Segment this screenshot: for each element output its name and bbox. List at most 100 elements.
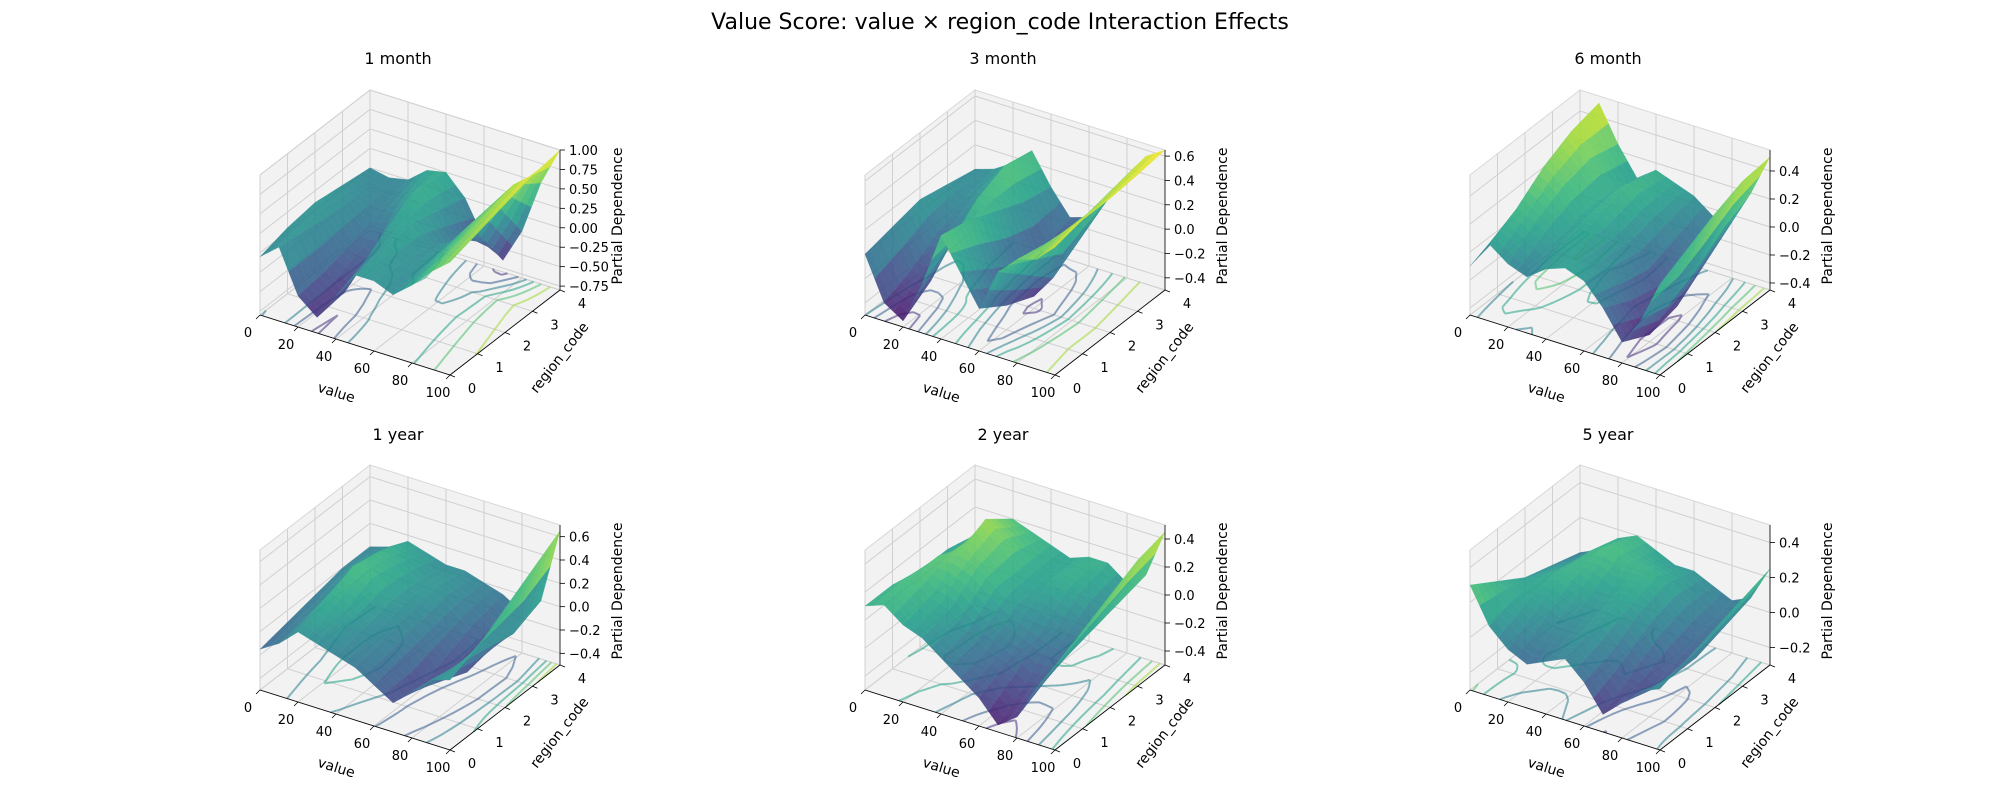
x-tick-label: 60	[354, 737, 371, 752]
subplot-title: 2 year	[978, 425, 1029, 444]
subplot-title: 1 month	[364, 49, 431, 68]
surface	[1469, 535, 1771, 715]
y-tick	[1109, 707, 1116, 710]
x-tick-label: 20	[1488, 713, 1505, 728]
subplot-0: 1 month 0 20 40 60 80 100 value 0 1 2 3 4 region_code…	[244, 49, 626, 406]
y-tick	[504, 332, 511, 335]
y-tick	[559, 289, 566, 293]
contour-line	[1585, 685, 1691, 741]
y-tick-label: 2	[1128, 715, 1136, 730]
subplot-title: 1 year	[373, 425, 424, 444]
y-tick	[1742, 685, 1748, 689]
surface-patch	[1649, 682, 1666, 691]
surface	[864, 149, 1166, 322]
y-axis-label: region_code	[1132, 320, 1197, 397]
z-tick-label: −0.25	[569, 241, 609, 256]
z-tick-label: 0.2	[1174, 561, 1195, 576]
gridline-z	[259, 499, 561, 586]
x-tick	[1655, 374, 1661, 380]
y-axis-label: region_code	[1737, 320, 1802, 397]
y-tick-label: 4	[578, 297, 586, 312]
x-tick	[331, 338, 337, 344]
x-tick-label: 80	[997, 749, 1014, 764]
contour-line	[474, 286, 551, 356]
y-tick	[1687, 353, 1693, 357]
z-tick-label: 0.4	[569, 554, 590, 569]
y-tick	[1659, 749, 1666, 753]
z-tick-label: −0.4	[1174, 645, 1206, 660]
y-tick-label: 3	[1155, 318, 1163, 333]
x-tick	[1541, 338, 1547, 344]
x-tick-label: 20	[278, 713, 295, 728]
z-tick-label: 0.0	[1779, 221, 1800, 236]
y-tick	[1082, 353, 1088, 357]
x-axis-line	[1469, 689, 1661, 751]
y-tick	[1659, 374, 1666, 378]
z-tick-label: −0.2	[1779, 642, 1811, 657]
x-tick-label: 60	[959, 362, 976, 377]
y-tick	[477, 353, 483, 357]
x-tick	[407, 737, 413, 743]
x-axis-line	[1469, 314, 1661, 376]
y-tick	[1769, 664, 1776, 668]
surface-patch	[1650, 276, 1666, 303]
y-tick	[504, 707, 511, 710]
y-tick	[1082, 728, 1088, 732]
y-tick-label: 2	[1733, 715, 1741, 730]
gridline-z	[259, 522, 561, 609]
x-tick	[293, 701, 299, 707]
x-axis-label: value	[1526, 380, 1567, 406]
y-tick	[1137, 310, 1143, 314]
y-tick	[1742, 310, 1748, 314]
contour-line	[1471, 683, 1479, 692]
y-tick-label: 3	[1155, 693, 1163, 708]
z-tick-label: 0.50	[569, 183, 598, 198]
x-tick	[1503, 326, 1509, 332]
y-tick	[1714, 707, 1721, 710]
surface	[259, 149, 561, 318]
z-tick-label: 0.4	[1779, 165, 1800, 180]
gridline-z	[864, 95, 1166, 182]
x-tick	[860, 314, 866, 320]
x-axis-line	[259, 689, 451, 751]
z-tick-label: −0.4	[1779, 277, 1811, 292]
x-tick	[331, 713, 337, 719]
x-tick	[936, 713, 942, 719]
y-tick	[1164, 664, 1171, 668]
x-axis-line	[259, 314, 451, 376]
x-tick-label: 80	[1602, 374, 1619, 389]
y-tick	[1769, 289, 1776, 293]
x-tick-label: 0	[244, 326, 252, 341]
y-tick-label: 3	[1760, 318, 1768, 333]
y-tick-label: 0	[468, 757, 476, 772]
x-tick	[1050, 374, 1056, 380]
gridline-z	[259, 108, 561, 195]
x-tick	[1012, 362, 1018, 368]
gridline-z	[259, 89, 561, 176]
gridline-y	[287, 528, 478, 730]
y-tick	[559, 664, 566, 668]
subplot-title: 5 year	[1583, 425, 1634, 444]
contour-line	[311, 268, 508, 335]
y-tick	[1164, 289, 1171, 293]
y-tick-label: 2	[1128, 340, 1136, 355]
x-tick	[255, 689, 261, 695]
gridline-z	[1469, 516, 1771, 603]
z-tick-label: 0.2	[1174, 199, 1195, 214]
x-tick	[1655, 749, 1661, 755]
z-tick-label: 0.0	[569, 601, 590, 616]
z-tick-label: 0.0	[1779, 607, 1800, 622]
x-tick	[1465, 689, 1471, 695]
y-tick	[1687, 728, 1693, 732]
y-tick-label: 1	[1705, 736, 1713, 751]
z-tick-label: −0.2	[1174, 247, 1206, 262]
subplot-1: 3 month 0 20 40 60 80 100 value 0 1 2 3 4 region_code…	[849, 49, 1231, 406]
y-tick	[1109, 332, 1116, 335]
z-tick-label: 0.75	[569, 163, 598, 178]
y-tick	[532, 685, 538, 689]
x-tick-label: 100	[426, 386, 451, 401]
y-tick	[1054, 749, 1061, 753]
y-tick-label: 3	[550, 693, 558, 708]
z-tick-label: −0.2	[569, 624, 601, 639]
